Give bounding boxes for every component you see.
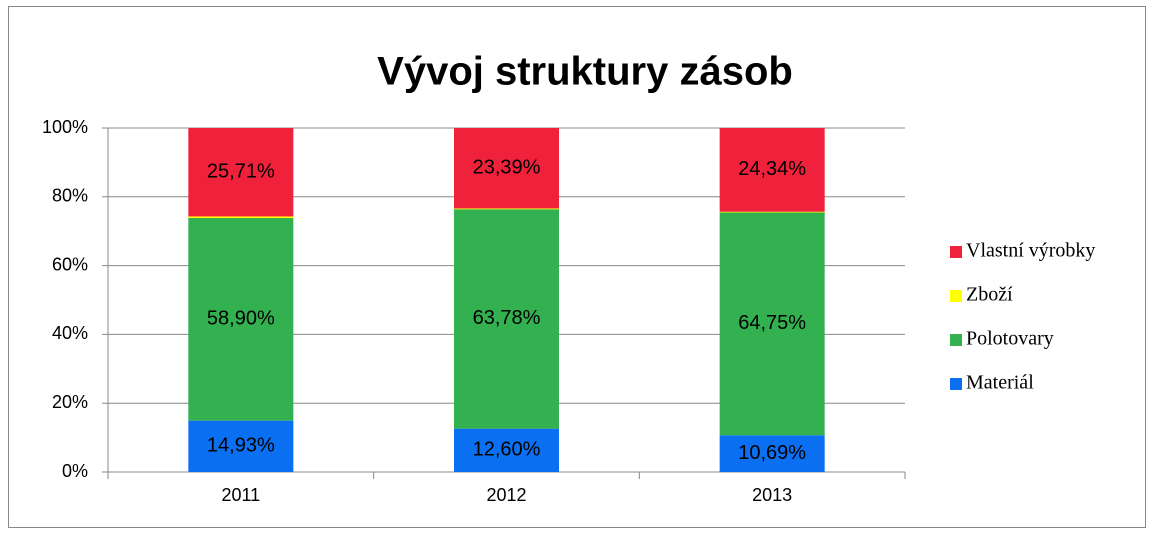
- legend-swatch: [950, 334, 962, 346]
- legend-label: Polotovary: [966, 328, 1054, 350]
- bar-segment: [454, 209, 559, 429]
- bar-segment: [454, 128, 559, 209]
- y-tick-label: 20%: [52, 392, 88, 412]
- x-tick-label: 2012: [486, 485, 526, 505]
- legend-swatch: [950, 378, 962, 390]
- data-label: 25,71%: [207, 161, 275, 183]
- data-label: 64,75%: [738, 312, 806, 334]
- legend-label: Zboží: [966, 284, 1013, 306]
- x-tick-label: 2013: [752, 485, 792, 505]
- y-tick-label: 60%: [52, 254, 88, 274]
- bar-segment: [188, 420, 294, 472]
- legend-label: Vlastní výrobky: [966, 240, 1095, 262]
- bar-segment: [454, 208, 559, 210]
- bar-segment: [454, 428, 559, 472]
- x-tick-label: 2011: [221, 485, 260, 505]
- bar-segment: [719, 212, 825, 436]
- bar-segment: [188, 128, 294, 217]
- legend-swatch: [950, 290, 962, 302]
- data-label: 63,78%: [473, 307, 541, 329]
- data-label: 12,60%: [473, 439, 541, 461]
- data-label: 24,34%: [738, 158, 806, 180]
- data-label: 23,39%: [473, 157, 541, 179]
- bar-segment: [719, 211, 825, 213]
- legend-swatch: [950, 246, 962, 258]
- bar-segment: [188, 218, 294, 421]
- y-tick-label: 0%: [62, 461, 88, 481]
- bar-segment: [719, 435, 825, 472]
- legend-label: Materiál: [966, 372, 1034, 394]
- data-label: 14,93%: [207, 435, 275, 457]
- bar-segment: [719, 128, 825, 212]
- data-label: 10,69%: [738, 442, 806, 464]
- bar-segment: [188, 216, 294, 219]
- y-tick-label: 80%: [52, 186, 88, 206]
- y-tick-label: 40%: [52, 323, 88, 343]
- chart-title: Vývoj struktury zásob: [377, 50, 793, 94]
- y-tick-label: 100%: [42, 117, 88, 137]
- data-label: 58,90%: [207, 308, 275, 330]
